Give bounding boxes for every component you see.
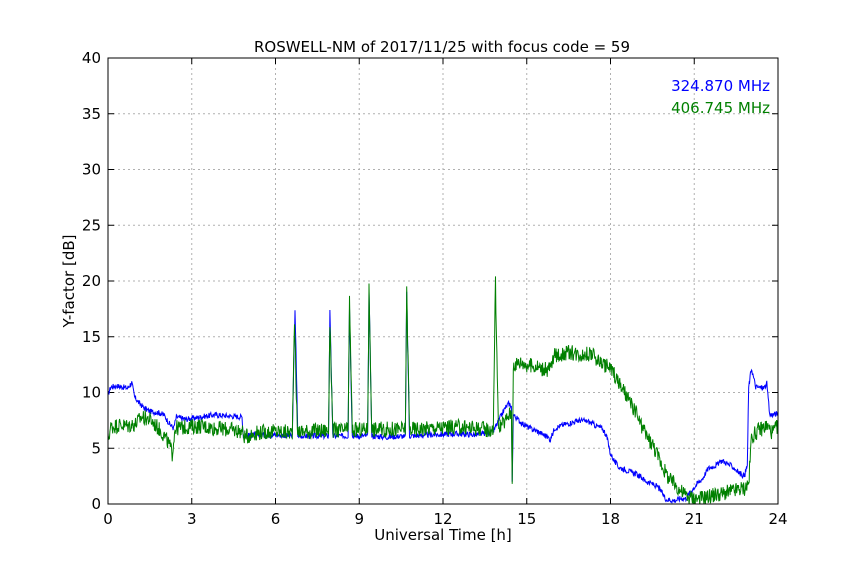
x-tick-label: 9 [354,510,364,528]
y-tick-label: 15 [82,328,101,346]
y-tick-label: 40 [82,49,101,67]
plot-clip-area [108,276,778,504]
x-tick-label: 24 [768,510,787,528]
y-ticks: 0 5 10 15 20 25 30 35 40 [82,49,778,513]
plot-frame [107,57,779,505]
y-tick-label: 5 [91,439,101,457]
x-tick-label: 18 [601,510,620,528]
x-tick-label: 3 [187,510,197,528]
legend: 324.870 MHz 406.745 MHz [671,77,770,117]
series-line-1 [108,276,778,504]
x-tick-label: 12 [433,510,452,528]
legend-entry-1: 406.745 MHz [671,99,770,117]
y-tick-label: 0 [91,495,101,513]
y-tick-label: 10 [82,384,101,402]
y-tick-label: 30 [82,161,101,179]
legend-entry-0: 324.870 MHz [671,77,770,95]
series-line-0 [108,291,778,504]
x-tick-label: 0 [103,510,113,528]
x-tick-label: 15 [517,510,536,528]
x-axis-label: Universal Time [h] [374,526,512,544]
y-axis-label: Y-factor [dB] [60,234,78,328]
x-tick-label: 21 [685,510,704,528]
y-tick-label: 35 [82,105,101,123]
grid [108,58,778,504]
y-tick-label: 25 [82,216,101,234]
x-tick-label: 6 [271,510,281,528]
chart-title: ROSWELL-NM of 2017/11/25 with focus code… [254,38,630,56]
x-ticks: 0 3 6 9 12 15 18 21 24 [103,58,788,528]
y-tick-label: 20 [82,272,101,290]
